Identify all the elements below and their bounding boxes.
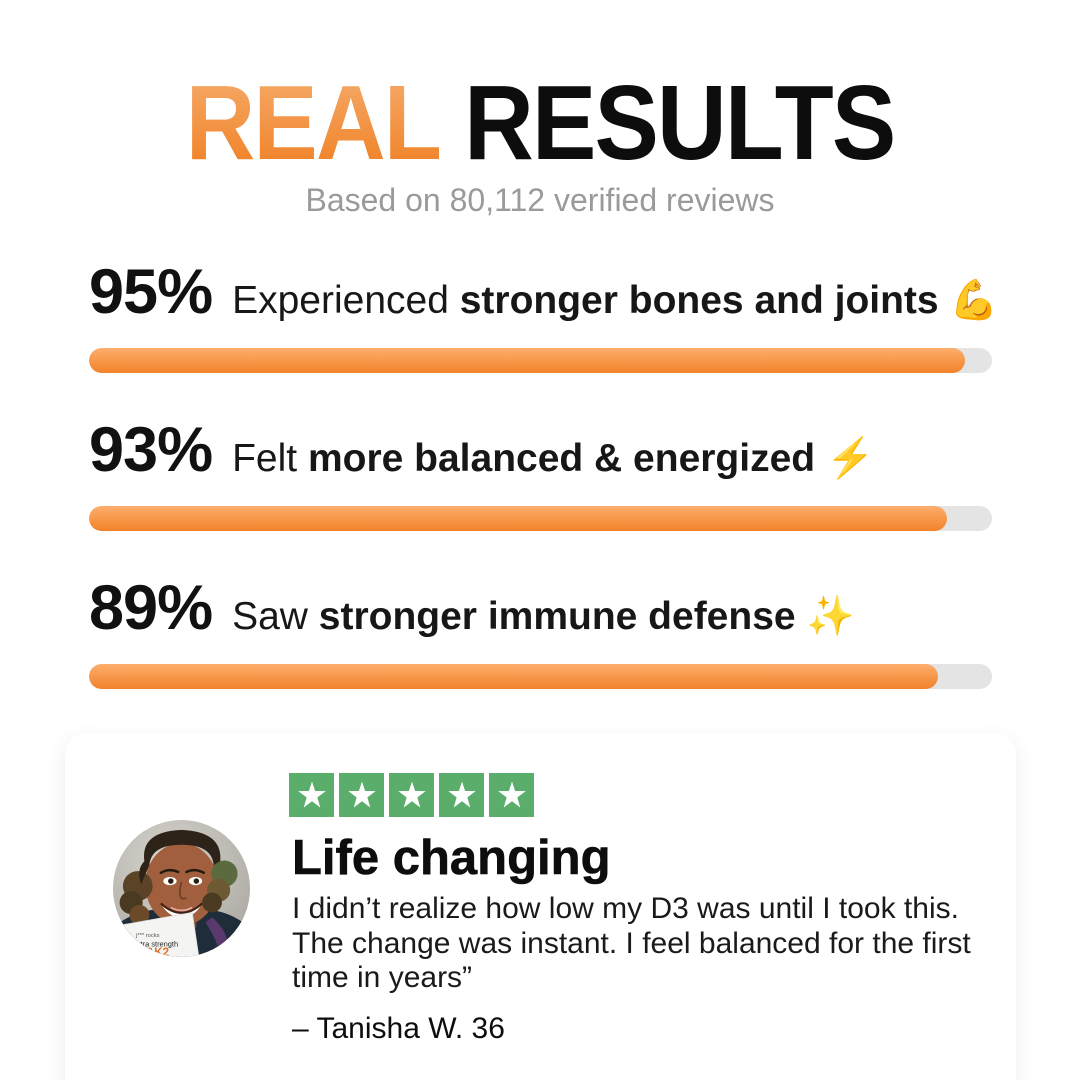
svg-text:j*** rocks: j*** rocks <box>135 933 160 939</box>
svg-text:D3&K2: D3&K2 <box>131 947 169 957</box>
